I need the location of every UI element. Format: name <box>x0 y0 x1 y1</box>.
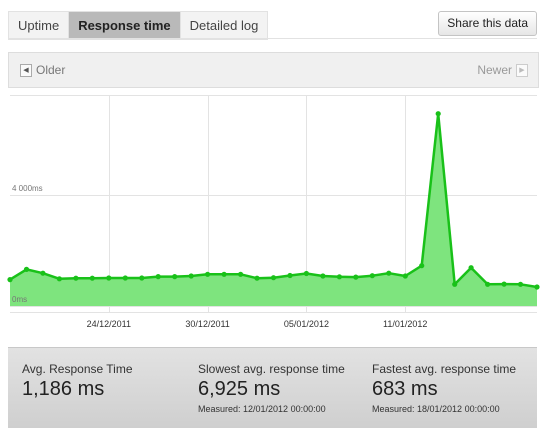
response-line <box>9 112 538 289</box>
y-tick-label: 0ms <box>12 295 27 304</box>
share-button[interactable]: Share this data <box>438 11 537 36</box>
tab-detailed-log[interactable]: Detailed log <box>179 11 269 40</box>
data-point[interactable] <box>353 274 359 280</box>
data-point[interactable] <box>386 270 392 276</box>
data-point[interactable] <box>435 111 441 117</box>
x-tick-label: 24/12/2011 <box>87 319 131 329</box>
data-point[interactable] <box>419 263 425 269</box>
x-tick-label: 30/12/2011 <box>185 319 229 329</box>
tab-bar: Uptime Response time Detailed log <box>8 11 269 40</box>
stat-slowest: Slowest avg. response time 6,925 ms Meas… <box>198 362 345 414</box>
data-point[interactable] <box>303 270 309 277</box>
data-point[interactable] <box>238 271 244 277</box>
newer-button[interactable]: Newer ▶ <box>477 63 528 77</box>
tab-divider <box>8 38 537 39</box>
response-time-chart: 0ms 4 000ms 24/12/2011 30/12/2011 05/01/201… <box>7 95 540 329</box>
stat-slowest-label: Slowest avg. response time <box>198 362 345 376</box>
data-point[interactable] <box>485 281 491 287</box>
period-navigation: ◀ Older Newer ▶ <box>8 52 539 88</box>
data-point[interactable] <box>7 277 13 283</box>
stat-fastest-value: 683 ms <box>372 378 438 400</box>
data-point[interactable] <box>501 281 507 287</box>
arrow-left-icon: ◀ <box>20 63 32 77</box>
data-point[interactable] <box>402 273 408 279</box>
data-point[interactable] <box>73 275 79 281</box>
stat-slowest-measured: Measured: 12/01/2012 00:00:00 <box>198 404 326 414</box>
data-point[interactable] <box>287 272 293 279</box>
data-point[interactable] <box>155 274 161 280</box>
data-point[interactable] <box>270 275 277 281</box>
tab-uptime[interactable]: Uptime <box>8 11 69 40</box>
data-point[interactable] <box>452 281 458 287</box>
stat-fastest-measured: Measured: 18/01/2012 00:00:00 <box>372 404 500 414</box>
stat-average-label: Avg. Response Time <box>22 362 133 376</box>
data-point[interactable] <box>122 275 128 281</box>
stat-fastest-label: Fastest avg. response time <box>372 362 517 376</box>
data-point[interactable] <box>369 273 375 279</box>
data-point[interactable] <box>89 275 95 281</box>
data-point[interactable] <box>468 265 474 271</box>
stats-panel: Avg. Response Time 1,186 ms Slowest avg.… <box>8 347 537 428</box>
older-button[interactable]: ◀ Older <box>20 63 65 77</box>
data-point[interactable] <box>172 274 178 280</box>
stat-average: Avg. Response Time 1,186 ms <box>22 362 133 401</box>
x-tick-label: 05/01/2012 <box>284 319 329 329</box>
data-point[interactable] <box>139 275 145 281</box>
stat-fastest: Fastest avg. response time 683 ms Measur… <box>372 362 516 414</box>
stat-average-value: 1,186 ms <box>22 378 105 400</box>
data-point[interactable] <box>188 273 194 279</box>
data-point[interactable] <box>534 284 540 290</box>
data-point[interactable] <box>56 276 63 282</box>
older-label: Older <box>36 63 66 77</box>
data-point[interactable] <box>205 271 211 277</box>
data-point[interactable] <box>23 266 30 272</box>
data-point[interactable] <box>320 273 326 279</box>
newer-label: Newer <box>477 63 512 77</box>
y-tick-label: 4 000ms <box>12 184 43 193</box>
tab-response-time[interactable]: Response time <box>68 11 180 40</box>
data-point[interactable] <box>254 275 260 281</box>
data-point[interactable] <box>40 270 46 276</box>
stat-slowest-value: 6,925 ms <box>198 378 281 400</box>
arrow-right-icon: ▶ <box>516 63 528 77</box>
data-point[interactable] <box>221 271 227 277</box>
data-point[interactable] <box>517 281 524 287</box>
data-point[interactable] <box>106 275 112 281</box>
x-tick-label: 11/01/2012 <box>383 319 427 329</box>
data-point[interactable] <box>336 274 342 280</box>
response-area <box>10 113 537 306</box>
